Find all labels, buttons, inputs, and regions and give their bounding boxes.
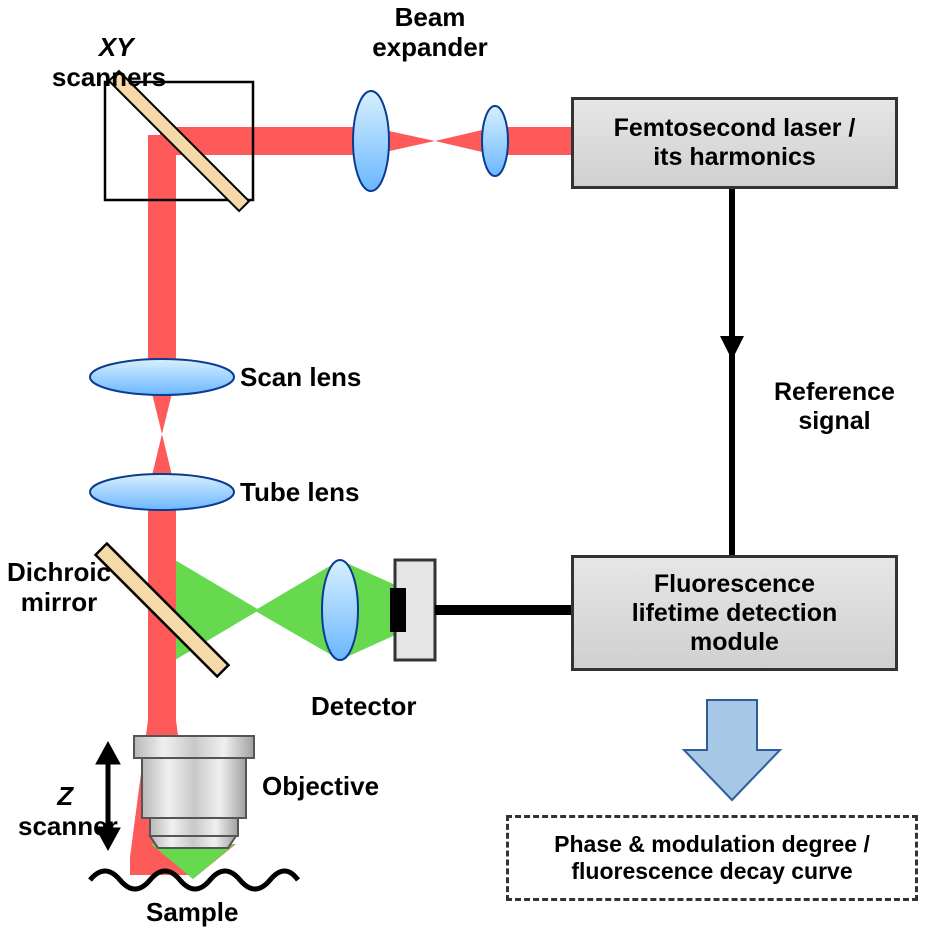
femto-laser-box: Femtosecond laser /its harmonics [571,97,898,189]
reference-signal-label: Referencesignal [774,378,895,436]
collection-lens [322,560,358,660]
xy-scanners-label: XYscanners [24,3,194,93]
z-scanner-label: Zscanner [18,752,98,842]
output-box: Phase & modulation degree /fluorescence … [506,815,918,901]
beam-expander-label: Beamexpander [345,3,515,63]
beam-expander-lens-1 [353,91,389,191]
objective-label: Objective [262,772,379,802]
tube-lens-label: Tube lens [240,478,359,508]
tube-lens [90,474,234,510]
flim-module-box: Fluorescencelifetime detectionmodule [571,555,898,671]
beam-expander-lens-2 [482,106,508,176]
dichroic-mirror-label: Dichroicmirror [4,558,114,618]
detector-sensor [390,588,406,632]
scan-lens-label: Scan lens [240,363,361,393]
objective [134,736,254,848]
scan-lens [90,359,234,395]
sample-label: Sample [146,898,239,928]
detector-label: Detector [311,692,416,722]
output-arrow [684,700,780,800]
reference-signal-arrowhead [720,336,744,360]
